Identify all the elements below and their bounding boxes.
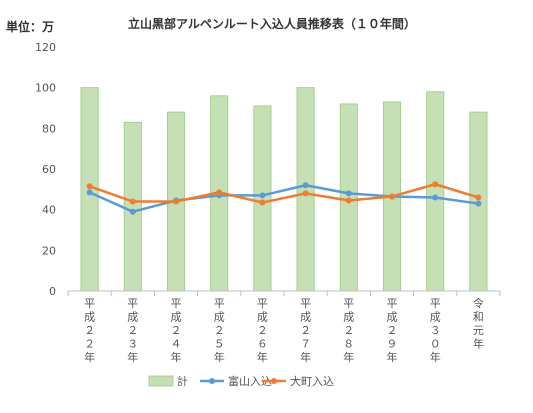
line-series (86, 181, 482, 215)
x-tick-label: 平成３０年 (430, 297, 441, 364)
legend-marker-omachi (271, 378, 277, 384)
axes (67, 290, 501, 296)
point-omachi (389, 193, 395, 200)
unit-label: 単位：万 (6, 19, 54, 34)
line-omachi (89, 183, 479, 204)
x-tick-label: 平成２２年 (84, 297, 95, 364)
point-omachi (475, 194, 482, 201)
bar-total (426, 91, 445, 292)
point-toyama (129, 208, 136, 215)
y-tick-label: 100 (35, 82, 56, 95)
point-toyama (432, 194, 439, 201)
point-omachi (173, 198, 179, 205)
legend-label: 富山入込 (228, 374, 272, 388)
y-tick-label: 20 (42, 244, 56, 257)
x-tick-label: 平成２３年 (127, 297, 138, 364)
x-tick-label: 平成２５年 (214, 297, 225, 364)
legend-label: 大町入込 (290, 374, 334, 388)
y-tick-label: 0 (49, 285, 56, 298)
bar-total (253, 105, 272, 292)
y-tick-label: 40 (42, 204, 56, 217)
y-tick-label: 120 (35, 41, 56, 54)
chart-title: 立山黒部アルペンルート入込人員推移表（１０年間） (128, 16, 416, 31)
legend-label: 計 (177, 374, 188, 388)
bar-total (339, 103, 358, 292)
x-tick-label: 平成２６年 (257, 297, 268, 364)
y-tick-label: 60 (42, 163, 56, 176)
x-tick-label: 令和元年 (473, 296, 484, 351)
point-toyama (259, 192, 266, 199)
point-toyama (86, 189, 93, 196)
point-toyama (475, 200, 482, 207)
bar-total (296, 87, 315, 292)
y-tick-label: 80 (42, 122, 56, 135)
y-axis-ticks: 0 20 40 60 80 100 120 (35, 41, 56, 298)
bar-total (123, 121, 142, 292)
x-tick-label: 平成２８年 (343, 297, 354, 364)
point-omachi (86, 183, 93, 190)
point-omachi (302, 190, 309, 197)
legend-marker-toyama (209, 378, 215, 384)
legend: 計 富山入込 大町入込 (148, 374, 334, 388)
point-omachi (129, 198, 136, 205)
line-toyama (89, 184, 479, 213)
point-omachi (432, 181, 439, 188)
point-toyama (345, 190, 352, 197)
point-omachi (259, 199, 266, 206)
legend-swatch-total (148, 375, 174, 387)
point-toyama (302, 182, 309, 189)
x-tick-label: 平成２９年 (387, 297, 398, 364)
x-axis-ticks: 平成２２年 平成２３年 平成２４年 平成２５年 平成２６年 平成２７年 平成２８年 平成２９年… (84, 296, 484, 364)
x-tick-label: 平成２４年 (171, 297, 182, 364)
x-tick-label: 平成２７年 (300, 297, 311, 364)
point-omachi (216, 189, 223, 196)
point-omachi (345, 197, 352, 204)
